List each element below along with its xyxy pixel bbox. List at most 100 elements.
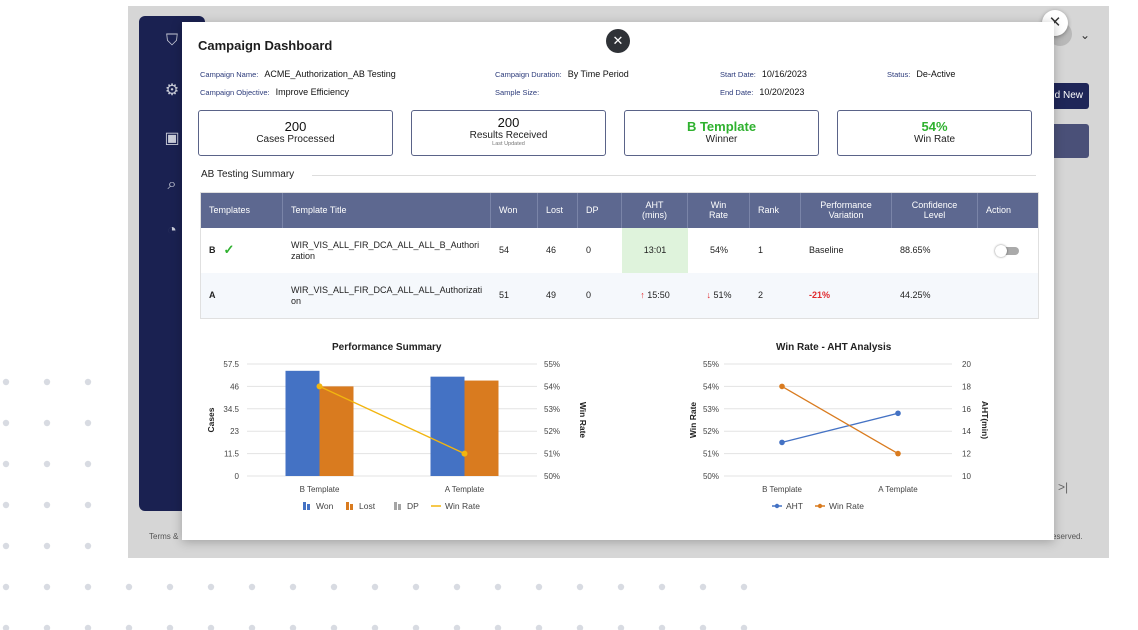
variation-cell: Baseline: [809, 245, 844, 256]
template-title-cell: WIR_VIS_ALL_FIR_DCA_ALL_ALL_Authorizatio…: [291, 285, 483, 306]
y2-tick-label: 20: [962, 360, 971, 369]
close-icon: ✕: [612, 33, 624, 48]
cases-processed-card: 200 Cases Processed: [198, 110, 393, 156]
col-dp[interactable]: DP: [578, 193, 622, 228]
win-rate-aht-chart: 55% 54% 53% 52% 51% 50% 20 18 16 14 12 10 Win Rate AH…: [688, 360, 990, 511]
template-cell: A: [209, 290, 216, 301]
y2-axis-label: Win Rate: [578, 402, 588, 439]
aht-value: 15:50: [647, 290, 670, 301]
cases-processed-value: 200: [284, 119, 307, 134]
dp-cell: 0: [586, 245, 592, 256]
campaign-duration: Campaign Duration: By Time Period: [495, 69, 629, 79]
legend-swatch-lost: [346, 502, 349, 510]
y2-tick-label: 55%: [544, 360, 560, 369]
y-tick-label: 54%: [703, 382, 719, 391]
point-win-rate: [316, 383, 323, 390]
legend-label-win-rate: Win Rate: [445, 501, 480, 511]
end-date-value: 10/20/2023: [759, 87, 805, 97]
y-tick-label: 46: [230, 382, 239, 391]
briefcase-icon[interactable]: ▣: [164, 130, 180, 147]
col-won[interactable]: Won: [491, 193, 538, 228]
win-rate-cell: ↓ 51%: [688, 273, 750, 318]
y-tick-label: 57.5: [223, 360, 239, 369]
win-rate-aht-title: Win Rate - AHT Analysis: [776, 342, 892, 353]
col-templates[interactable]: Templates: [201, 193, 283, 228]
center-close-button[interactable]: ✕: [606, 29, 630, 53]
y-tick-label: 52%: [703, 427, 719, 436]
action-cell: [978, 273, 1038, 318]
series-line-win-rate: [781, 385, 899, 455]
legend-swatch-dp: [398, 504, 401, 510]
campaign-name-value: ACME_Authorization_AB Testing: [264, 69, 396, 79]
y2-tick-label: 18: [962, 382, 971, 391]
legend-swatch-lost: [350, 504, 353, 510]
action-cell: [978, 228, 1038, 273]
campaign-objective: Campaign Objective: Improve Efficiency: [200, 87, 349, 97]
legend-swatch-dp: [394, 502, 397, 510]
legend-label-dp: DP: [407, 501, 419, 511]
y-tick-label: 50%: [703, 472, 719, 481]
y-tick-label: 55%: [703, 360, 719, 369]
point-win-rate: [895, 450, 901, 457]
aht-cell: 13:01: [622, 228, 688, 273]
won-cell: 51: [499, 290, 510, 301]
document-search-icon[interactable]: ⌕: [167, 176, 177, 193]
footer-terms-link[interactable]: Terms &: [149, 532, 179, 541]
chevron-down-icon[interactable]: ⌄: [1080, 28, 1091, 42]
gauge-icon[interactable]: ◔: [167, 222, 177, 239]
legend-marker-aht: [774, 503, 780, 509]
campaign-objective-label: Campaign Objective:: [200, 88, 270, 97]
confidence-cell: 44.25%: [900, 290, 931, 301]
results-received-card: 200 Results Received Last Updated: [411, 110, 606, 156]
sample-size: Sample Size:: [495, 87, 545, 97]
series-line-aht: [781, 412, 899, 444]
y2-tick-label: 16: [962, 405, 971, 414]
start-date: Start Date: 10/16/2023: [720, 69, 807, 79]
y2-tick-label: 51%: [544, 450, 560, 459]
logo-shield-icon: ⛉: [165, 32, 178, 49]
y2-tick-label: 52%: [544, 427, 560, 436]
cases-processed-label: Cases Processed: [256, 134, 335, 145]
winner-card: B Template Winner: [624, 110, 819, 156]
modal-title: Campaign Dashboard: [198, 38, 333, 53]
y-tick-label: 11.5: [224, 450, 240, 459]
campaign-name-label: Campaign Name:: [200, 70, 259, 79]
users-settings-icon[interactable]: ⚙: [164, 82, 180, 99]
point-aht: [895, 410, 901, 417]
table-row: A WIR_VIS_ALL_FIR_DCA_ALL_ALL_Authorizat…: [201, 273, 1038, 318]
col-lost[interactable]: Lost: [538, 193, 578, 228]
col-win-rate[interactable]: Win Rate: [688, 193, 750, 228]
campaign-name: Campaign Name: ACME_Authorization_AB Test…: [200, 69, 396, 79]
col-aht[interactable]: AHT (mins): [622, 193, 688, 228]
legend-swatch-won: [307, 504, 310, 510]
col-performance-variation[interactable]: Performance Variation: [801, 193, 892, 228]
y2-tick-label: 54%: [544, 382, 560, 391]
template-toggle[interactable]: [995, 244, 1019, 257]
arrow-up-icon: ↑: [640, 290, 645, 301]
y2-tick-label: 14: [962, 427, 971, 436]
col-rank[interactable]: Rank: [750, 193, 801, 228]
arrow-down-icon: ↓: [706, 290, 711, 301]
win-rate-card: 54% Win Rate: [837, 110, 1032, 156]
won-cell: 54: [499, 245, 510, 256]
bar-lost: [464, 380, 499, 476]
series-line-win-rate: [319, 385, 465, 455]
last-page-icon[interactable]: >|: [1058, 480, 1069, 494]
col-action[interactable]: Action: [986, 204, 1012, 215]
template-title-cell: WIR_VIS_ALL_FIR_DCA_ALL_ALL_B_Authorizat…: [291, 240, 480, 261]
legend-label-win-rate: Win Rate: [829, 501, 864, 511]
winner-value: B Template: [686, 119, 757, 134]
y-tick-label: 51%: [703, 450, 719, 459]
confidence-cell: 88.65%: [900, 245, 931, 256]
col-confidence-level[interactable]: Confidence Level: [892, 193, 978, 228]
col-template-title[interactable]: Template Title: [283, 193, 491, 228]
bar-won: [430, 376, 465, 476]
ab-testing-table: Templates Template Title Won Lost DP AHT…: [200, 192, 1039, 319]
dp-cell: 0: [586, 290, 592, 301]
lost-cell: 49: [546, 290, 557, 301]
x-tick-label: B Template: [762, 485, 802, 494]
check-icon: ✓: [223, 242, 235, 258]
results-received-value: 200: [497, 115, 520, 130]
variation-cell: -21%: [809, 290, 831, 301]
bar-lost: [319, 386, 354, 476]
